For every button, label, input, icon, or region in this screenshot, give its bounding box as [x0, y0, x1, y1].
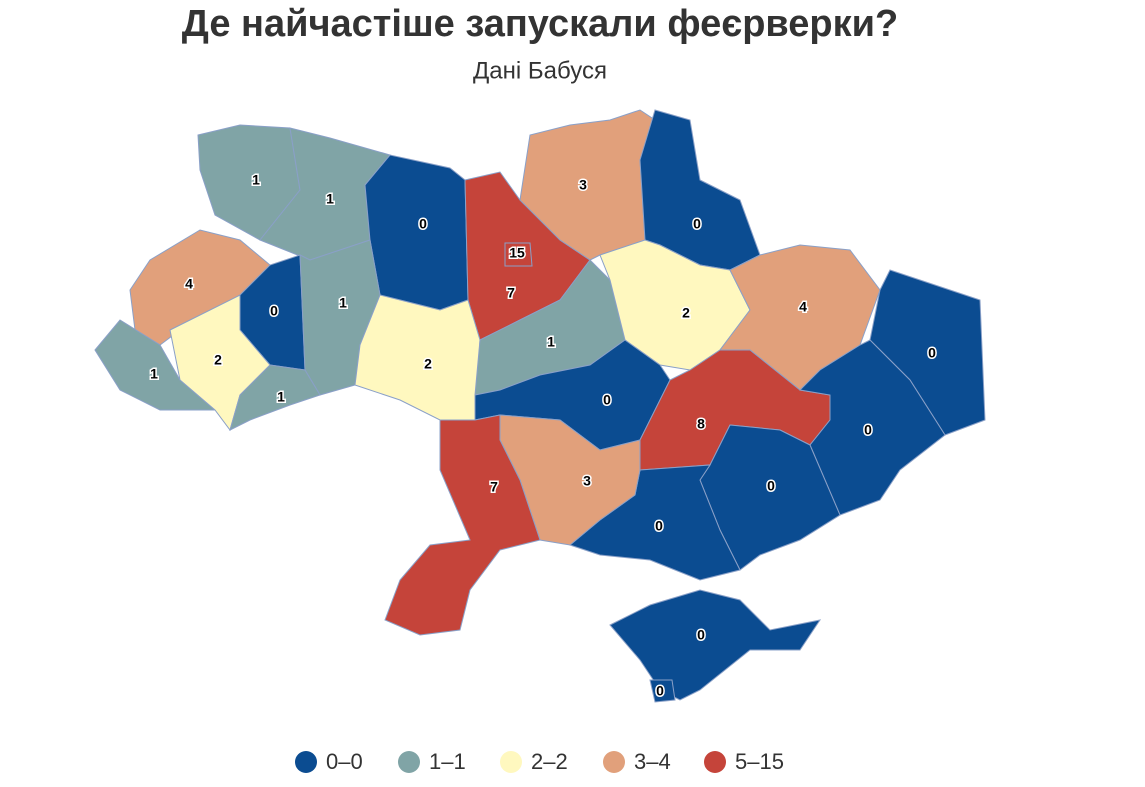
region-value-label: 0	[655, 518, 663, 534]
region	[229, 364, 321, 431]
region-value-label: 1	[150, 366, 158, 382]
region-value-label: 1	[339, 295, 347, 311]
legend-label: 3–4	[634, 749, 671, 774]
legend: 0–0 1–1 2–2 3–4 5–15	[295, 749, 784, 774]
region-value-label: 7	[507, 285, 515, 301]
region-value-label: 2	[682, 305, 690, 321]
region-value-label: 0	[603, 392, 611, 408]
region-value-label: 7	[490, 479, 498, 495]
region-value-label: 0	[928, 345, 936, 361]
legend-label: 2–2	[531, 749, 568, 774]
region-value-label: 8	[697, 416, 705, 432]
region-value-label: 0	[697, 627, 705, 643]
region	[364, 154, 469, 311]
region-value-label: 4	[799, 299, 807, 315]
legend-swatch	[398, 751, 420, 773]
region	[798, 339, 946, 516]
region	[649, 679, 676, 703]
region-value-label: 0	[693, 216, 701, 232]
region-value-label: 4	[185, 276, 193, 292]
region-labels: 1 1 0 7 3 0 4 0 1 1 2 1 2 1 2 4 0 0 8 0 0 0 3 7 0 0 15	[149, 170, 938, 700]
region-value-label: 0	[864, 422, 872, 438]
legend-swatch	[500, 751, 522, 773]
region-value-label: 1	[547, 334, 555, 350]
region	[384, 414, 541, 636]
region	[504, 242, 533, 267]
region	[354, 294, 481, 421]
region-value-label: 1	[277, 389, 285, 405]
region-value-label: 1	[252, 172, 260, 188]
map-subtitle: Дані Бабуся	[473, 57, 607, 84]
region-value-label: 15	[509, 245, 525, 261]
region-value-label: 1	[326, 191, 334, 207]
legend-swatch	[704, 751, 726, 773]
legend-label: 0–0	[326, 749, 363, 774]
region-value-label: 3	[579, 177, 587, 193]
region-value-label: 0	[270, 303, 278, 319]
regions	[94, 109, 986, 703]
legend-swatch	[603, 751, 625, 773]
region-value-label: 0	[419, 216, 427, 232]
legend-swatch	[295, 751, 317, 773]
region-value-label: 2	[214, 352, 222, 368]
legend-label: 1–1	[429, 749, 466, 774]
region-value-label: 0	[656, 683, 664, 699]
region-value-label: 2	[424, 356, 432, 372]
region-value-label: 0	[767, 478, 775, 494]
map-title: Де найчастіше запускали феєрверки?	[182, 3, 898, 45]
region-value-label: 3	[583, 473, 591, 489]
region	[609, 589, 822, 701]
legend-label: 5–15	[735, 749, 784, 774]
